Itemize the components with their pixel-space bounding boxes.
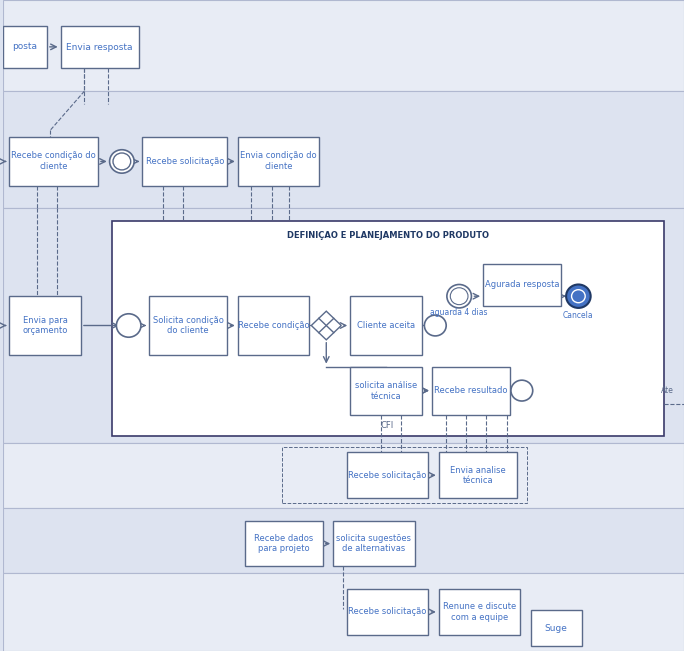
FancyBboxPatch shape xyxy=(10,137,98,186)
FancyBboxPatch shape xyxy=(432,367,510,415)
Text: Recebe solicitação: Recebe solicitação xyxy=(348,471,427,480)
Text: DEFINIÇAO E PLANEJAMENTO DO PRODUTO: DEFINIÇAO E PLANEJAMENTO DO PRODUTO xyxy=(287,231,488,240)
Circle shape xyxy=(109,150,134,173)
Text: Recebe condição: Recebe condição xyxy=(237,321,309,330)
Text: Solicita condição
do cliente: Solicita condição do cliente xyxy=(153,316,224,335)
FancyBboxPatch shape xyxy=(3,91,684,208)
FancyBboxPatch shape xyxy=(149,296,228,355)
Text: Envia condição do
cliente: Envia condição do cliente xyxy=(240,152,317,171)
FancyBboxPatch shape xyxy=(10,296,81,355)
FancyBboxPatch shape xyxy=(142,137,228,186)
Text: CFI: CFI xyxy=(381,421,394,430)
Text: Recebe dados
para projeto: Recebe dados para projeto xyxy=(254,534,313,553)
FancyBboxPatch shape xyxy=(350,296,421,355)
Text: Cancela: Cancela xyxy=(563,311,594,320)
Circle shape xyxy=(116,314,141,337)
Text: posta: posta xyxy=(12,42,37,51)
Text: Recebe condição do
cliente: Recebe condição do cliente xyxy=(12,152,96,171)
FancyBboxPatch shape xyxy=(350,367,421,415)
Text: Envia resposta: Envia resposta xyxy=(66,43,133,51)
FancyBboxPatch shape xyxy=(438,589,521,635)
FancyBboxPatch shape xyxy=(244,521,323,566)
Text: Envia analise
técnica: Envia analise técnica xyxy=(450,465,505,485)
Circle shape xyxy=(511,380,533,401)
FancyBboxPatch shape xyxy=(483,264,562,306)
Polygon shape xyxy=(311,311,341,340)
Text: aguarda 4 dias: aguarda 4 dias xyxy=(430,308,488,317)
FancyBboxPatch shape xyxy=(3,0,684,91)
FancyBboxPatch shape xyxy=(238,137,319,186)
FancyBboxPatch shape xyxy=(3,573,684,651)
Text: Recebe solicitação: Recebe solicitação xyxy=(348,607,427,616)
Text: Recebe solicitação: Recebe solicitação xyxy=(146,157,224,165)
Circle shape xyxy=(113,153,131,170)
FancyBboxPatch shape xyxy=(333,521,415,566)
Circle shape xyxy=(572,290,586,303)
FancyBboxPatch shape xyxy=(438,452,517,498)
FancyBboxPatch shape xyxy=(3,208,684,443)
FancyBboxPatch shape xyxy=(347,452,428,498)
Text: Renune e discute
com a equipe: Renune e discute com a equipe xyxy=(443,602,516,622)
FancyBboxPatch shape xyxy=(3,508,684,573)
FancyBboxPatch shape xyxy=(531,610,582,646)
Circle shape xyxy=(450,288,468,305)
Text: Agurada resposta: Agurada resposta xyxy=(485,281,560,289)
FancyBboxPatch shape xyxy=(3,26,47,68)
FancyBboxPatch shape xyxy=(238,296,309,355)
FancyBboxPatch shape xyxy=(111,221,663,436)
Circle shape xyxy=(566,284,591,308)
Text: Envia para
orçamento: Envia para orçamento xyxy=(23,316,68,335)
Text: Recebe resultado: Recebe resultado xyxy=(434,387,508,395)
FancyBboxPatch shape xyxy=(3,443,684,508)
Text: solicita sugestões
de alternativas: solicita sugestões de alternativas xyxy=(337,534,412,553)
FancyBboxPatch shape xyxy=(347,589,428,635)
Circle shape xyxy=(424,315,446,336)
FancyBboxPatch shape xyxy=(61,26,139,68)
Text: Cliente aceita: Cliente aceita xyxy=(357,321,415,330)
Text: solicita análise
técnica: solicita análise técnica xyxy=(355,381,417,400)
Circle shape xyxy=(447,284,471,308)
Text: Ate: Ate xyxy=(661,386,674,395)
Text: Suge: Suge xyxy=(544,624,567,633)
